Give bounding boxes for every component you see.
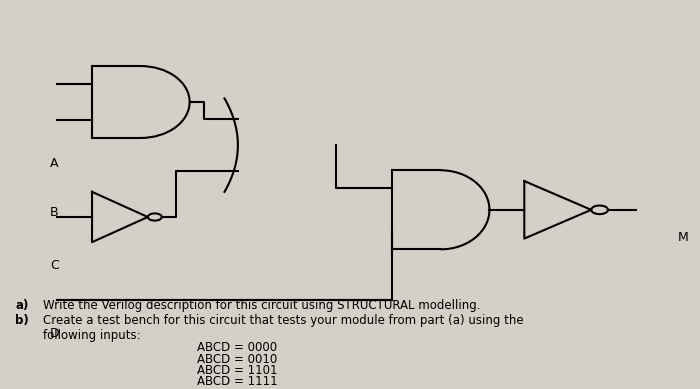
Text: b): b) [15,314,29,327]
Text: following inputs:: following inputs: [43,329,141,342]
Text: B: B [50,206,59,219]
Text: A: A [50,157,59,170]
Text: Create a test bench for this circuit that tests your module from part (a) using : Create a test bench for this circuit tha… [43,314,524,327]
Text: Write the Verilog description for this circuit using STRUCTURAL modelling.: Write the Verilog description for this c… [43,299,481,312]
Text: ABCD = 1111: ABCD = 1111 [197,375,277,388]
Text: ABCD = 1101: ABCD = 1101 [197,364,277,377]
Text: ABCD = 0000: ABCD = 0000 [197,341,276,354]
Text: a): a) [15,299,29,312]
Text: M: M [678,231,688,244]
Text: ABCD = 0010: ABCD = 0010 [197,352,277,366]
Text: D: D [50,327,60,340]
Text: C: C [50,259,59,272]
